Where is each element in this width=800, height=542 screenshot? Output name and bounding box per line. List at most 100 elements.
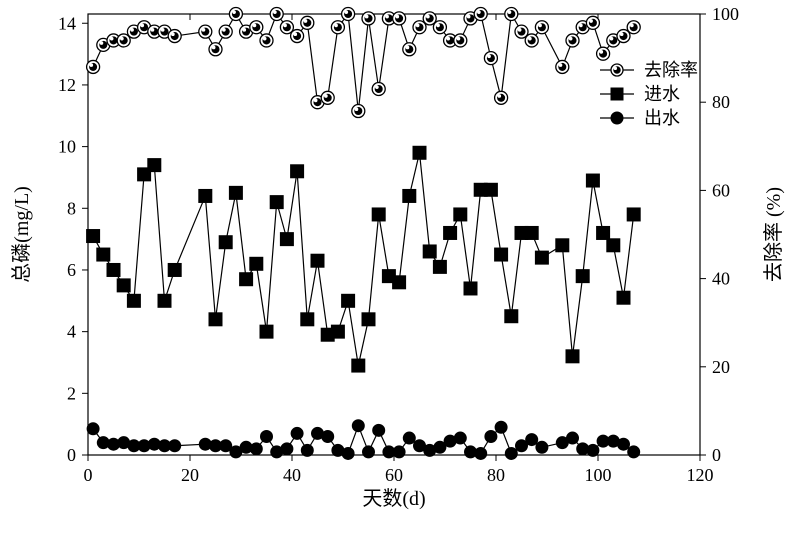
marker-circle-highlight: [151, 28, 155, 32]
x-tick-label: 120: [687, 465, 714, 485]
marker-circle-highlight: [569, 37, 573, 41]
marker-circle-highlight: [610, 37, 614, 41]
marker-circle: [373, 424, 385, 436]
marker-circle-highlight: [630, 24, 634, 28]
marker-circle-highlight: [579, 24, 583, 28]
yr-tick-label: 80: [712, 92, 730, 112]
y-right-axis-label: 去除率 (%): [762, 187, 785, 282]
marker-circle-highlight: [559, 63, 563, 67]
marker-square: [444, 226, 457, 239]
marker-square: [576, 270, 589, 283]
marker-circle-highlight: [385, 15, 389, 19]
marker-circle-highlight: [100, 41, 104, 45]
yl-tick-label: 10: [58, 137, 76, 157]
marker-circle-highlight: [263, 37, 267, 41]
marker-square: [209, 313, 222, 326]
legend-label: 出水: [644, 108, 680, 128]
marker-square: [331, 325, 344, 338]
marker-circle-highlight: [120, 37, 124, 41]
marker-circle-highlight: [304, 19, 308, 23]
marker-square: [597, 226, 610, 239]
marker-square: [229, 186, 242, 199]
marker-circle-highlight: [130, 28, 134, 32]
marker-circle-highlight: [365, 15, 369, 19]
marker-circle: [352, 420, 364, 432]
marker-square: [627, 208, 640, 221]
yr-tick-label: 0: [712, 445, 721, 465]
marker-square: [403, 189, 416, 202]
marker-circle-highlight: [344, 10, 348, 14]
marker-square: [505, 310, 518, 323]
yr-tick-label: 100: [712, 4, 739, 24]
yl-tick-label: 2: [67, 383, 76, 403]
marker-circle: [536, 441, 548, 453]
marker-circle-highlight: [355, 107, 359, 111]
marker-square: [535, 251, 548, 264]
legend-label: 进水: [644, 84, 680, 104]
marker-circle: [291, 427, 303, 439]
marker-circle-highlight: [406, 46, 410, 50]
series-line: [93, 153, 634, 366]
marker-square: [219, 236, 232, 249]
marker-circle: [485, 430, 497, 442]
chart-svg: 02040608010012002468101214020406080100天数…: [0, 0, 800, 537]
x-axis-label: 天数(d): [362, 487, 425, 510]
marker-circle: [393, 446, 405, 458]
marker-circle-highlight: [457, 37, 461, 41]
marker-circle-highlight: [314, 99, 318, 103]
marker-circle: [342, 447, 354, 459]
marker-square: [423, 245, 436, 258]
marker-circle-highlight: [222, 28, 226, 32]
marker-square: [393, 276, 406, 289]
x-tick-label: 40: [283, 465, 301, 485]
marker-circle-highlight: [477, 10, 481, 14]
marker-square: [168, 263, 181, 276]
marker-square: [97, 248, 110, 261]
marker-square: [525, 226, 538, 239]
marker-square: [484, 183, 497, 196]
marker-circle: [454, 432, 466, 444]
yl-tick-label: 4: [67, 322, 76, 342]
marker-circle: [261, 430, 273, 442]
marker-square: [586, 174, 599, 187]
marker-circle-highlight: [416, 24, 420, 28]
marker-square: [291, 165, 304, 178]
marker-circle-highlight: [110, 37, 114, 41]
marker-circle-highlight: [232, 10, 236, 14]
marker-square: [260, 325, 273, 338]
marker-circle-highlight: [487, 54, 491, 58]
marker-circle: [628, 446, 640, 458]
marker-circle: [322, 430, 334, 442]
marker-circle-highlight: [283, 24, 287, 28]
marker-circle-highlight: [212, 46, 216, 50]
yl-tick-label: 8: [67, 198, 76, 218]
marker-circle: [281, 443, 293, 455]
marker-circle-highlight: [508, 10, 512, 14]
marker-square: [566, 350, 579, 363]
yr-tick-label: 60: [712, 180, 730, 200]
marker-circle-highlight: [202, 28, 206, 32]
marker-square: [301, 313, 314, 326]
marker-square: [240, 273, 253, 286]
marker-square: [87, 230, 100, 243]
marker-circle: [587, 444, 599, 456]
marker-circle-highlight: [614, 67, 617, 70]
marker-circle-highlight: [518, 28, 522, 32]
marker-square: [342, 294, 355, 307]
marker-circle: [301, 444, 313, 456]
chart-container: 02040608010012002468101214020406080100天数…: [0, 0, 800, 537]
x-tick-label: 100: [585, 465, 612, 485]
marker-circle-highlight: [599, 50, 603, 54]
x-tick-label: 80: [487, 465, 505, 485]
marker-square: [158, 294, 171, 307]
yl-tick-label: 0: [67, 445, 76, 465]
marker-circle-highlight: [89, 63, 93, 67]
marker-circle-highlight: [538, 24, 542, 28]
marker-circle-highlight: [293, 32, 297, 36]
yl-tick-label: 14: [58, 13, 76, 33]
marker-square: [270, 196, 283, 209]
marker-square: [607, 239, 620, 252]
marker-square: [127, 294, 140, 307]
x-tick-label: 60: [385, 465, 403, 485]
marker-circle: [611, 112, 623, 124]
